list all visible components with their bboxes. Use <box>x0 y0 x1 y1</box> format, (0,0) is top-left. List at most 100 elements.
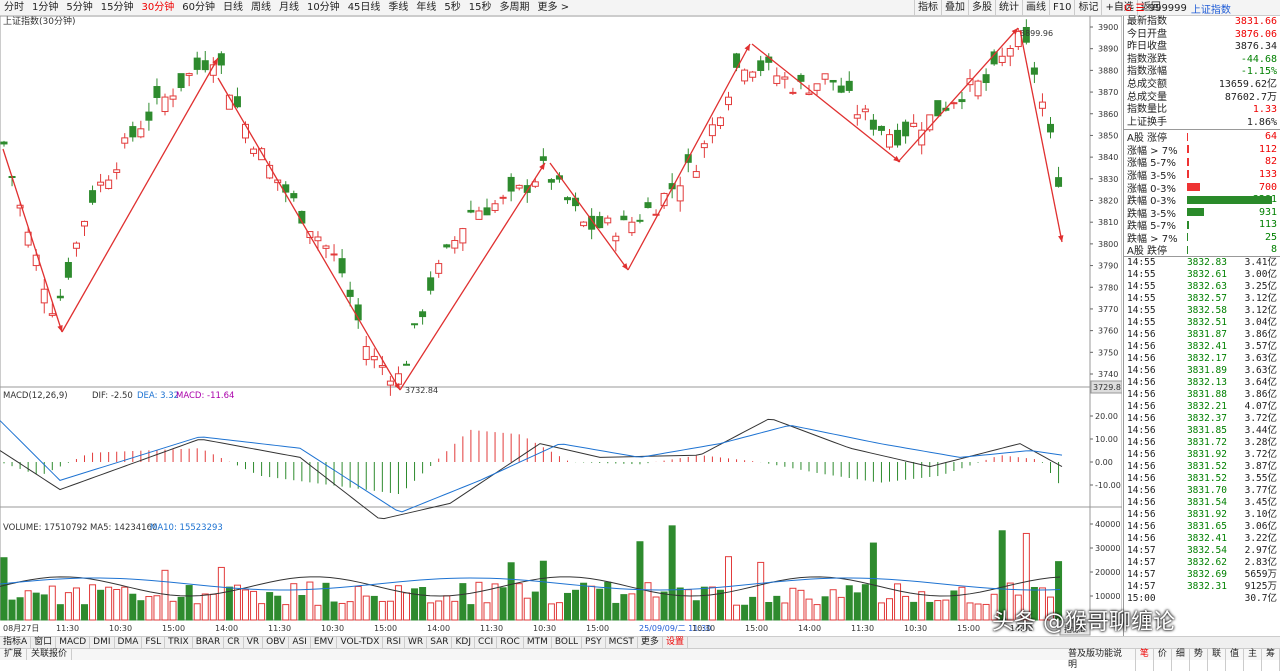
arrow-head <box>893 155 900 162</box>
indicator-tab[interactable]: 窗口 <box>31 637 57 648</box>
arrow-head <box>212 58 218 65</box>
toolbar-button[interactable]: 指标 <box>914 0 941 15</box>
period-tab[interactable]: 5秒 <box>444 1 461 13</box>
breadth-panel: A股 涨停 64 涨幅 > 7% 112 涨幅 5-7% 82 涨幅 3-5% 133 涨幅 0… <box>1124 129 1280 257</box>
indicator-tab[interactable]: MCST <box>606 637 638 648</box>
indicator-tab[interactable]: ASI <box>289 637 311 648</box>
candle-up <box>926 114 934 131</box>
indicator-tab[interactable]: FSL <box>142 637 166 648</box>
candle-down <box>982 74 990 84</box>
period-tab[interactable]: 45日线 <box>347 1 381 13</box>
indicator-tab[interactable]: BRAR <box>193 637 225 648</box>
period-tab[interactable]: 30分钟 <box>141 1 175 13</box>
volume-bar <box>427 602 435 621</box>
period-tab[interactable]: 5分钟 <box>66 1 93 13</box>
kline-chart[interactable]: 3900 3890 3880 3870 3860 3850 3840 3830 3820 3810… <box>0 15 1123 636</box>
toolbar-button[interactable]: +自选 <box>1101 0 1136 15</box>
volume-bar <box>596 588 604 621</box>
indicator-tab[interactable]: VOL-TDX <box>337 637 384 648</box>
period-tab[interactable]: 年线 <box>416 1 437 13</box>
status-right-tab[interactable]: 势 <box>1190 649 1208 671</box>
indicator-tab[interactable]: PSY <box>582 637 606 648</box>
indicator-tab[interactable]: RSI <box>383 637 406 648</box>
indicator-tab[interactable]: 更多 <box>638 637 663 648</box>
status-right-tab[interactable]: 主 <box>1244 649 1262 671</box>
indicator-tab[interactable]: SAR <box>427 637 453 648</box>
candle-up <box>749 71 757 78</box>
indicator-tab[interactable]: EMV <box>311 637 338 648</box>
period-tab[interactable]: 日线 <box>222 1 243 13</box>
indicator-tab[interactable]: 设置 <box>663 637 688 648</box>
tick-row: 14:57 3832.69 5659万 <box>1124 569 1280 581</box>
indicator-tab[interactable]: KDJ <box>452 637 475 648</box>
status-right-tab[interactable]: 联 <box>1208 649 1226 671</box>
indicator-tab[interactable]: DMI <box>90 637 115 648</box>
candle-down <box>89 190 97 203</box>
period-tab[interactable]: 多周期 <box>499 1 530 13</box>
candle-up <box>16 204 24 209</box>
candle-up <box>386 380 394 386</box>
indicator-tab[interactable]: VR <box>244 637 264 648</box>
indicator-tab[interactable]: DMA <box>115 637 143 648</box>
period-tab[interactable]: 1分钟 <box>32 1 59 13</box>
candle-down <box>620 215 628 221</box>
quote-value: 87602.7万 <box>1224 91 1277 103</box>
status-right-tab[interactable]: 笔 <box>1136 649 1154 671</box>
tick-price: 3831.70 <box>1186 485 1227 497</box>
status-right-tab[interactable]: 价 <box>1154 649 1172 671</box>
volume-bar <box>918 591 926 621</box>
indicator-tab[interactable]: OBV <box>263 637 290 648</box>
period-tab[interactable]: 10分钟 <box>306 1 340 13</box>
indicator-tab[interactable]: 指标A <box>0 637 32 648</box>
breadth-bar-fill <box>1187 170 1189 179</box>
indicator-tab[interactable]: ROC <box>497 637 524 648</box>
candle-down <box>894 129 902 146</box>
status-help-link[interactable]: 普及版功能说明 <box>1064 649 1136 671</box>
toolbar-button[interactable]: 多股 <box>968 0 995 15</box>
indicator-tab[interactable]: TRIX <box>165 637 193 648</box>
status-right-tab[interactable]: 值 <box>1226 649 1244 671</box>
y-tick-label: 3810 <box>1098 218 1118 227</box>
candle-down <box>934 100 942 117</box>
period-tab[interactable]: 60分钟 <box>182 1 215 13</box>
status-tab[interactable]: 关联报价 <box>27 649 73 660</box>
period-tab[interactable]: 15分钟 <box>100 1 134 13</box>
indicator-tab[interactable]: MTM <box>524 637 552 648</box>
toolbar-button[interactable]: 标记 <box>1074 0 1101 15</box>
period-tab[interactable]: 15秒 <box>468 1 492 13</box>
toolbar-button[interactable]: 画线 <box>1022 0 1049 15</box>
indicator-tab[interactable]: BOLL <box>552 637 583 648</box>
candle-down <box>902 121 910 137</box>
breadth-label: 跌幅 5-7% <box>1127 221 1177 233</box>
period-tab[interactable]: 周线 <box>250 1 271 13</box>
status-tab[interactable]: 扩展 <box>0 649 28 660</box>
quote-label: 总成交额 <box>1127 78 1167 90</box>
chart-area[interactable]: 3900 3890 3880 3870 3860 3850 3840 3830 3820 3810… <box>0 15 1123 636</box>
indicator-tab[interactable]: CR <box>224 637 244 648</box>
quote-menu-icon[interactable]: ☰ <box>1135 2 1145 14</box>
tick-list[interactable]: 14:55 3832.83 3.41亿 14:55 3832.61 3.00亿 14:55 3… <box>1124 256 1280 605</box>
period-tab[interactable]: 更多 > <box>537 1 570 13</box>
indicator-tab[interactable]: WR <box>405 637 428 648</box>
candle-up <box>515 184 523 189</box>
status-right-tab[interactable]: 细 <box>1172 649 1190 671</box>
volume-bar <box>177 596 185 621</box>
indicator-tab[interactable]: MACD <box>56 637 91 648</box>
quote-name[interactable]: 上证指数 <box>1190 4 1231 16</box>
toolbar-button[interactable]: F10 <box>1049 0 1074 15</box>
period-tab[interactable]: 分时 <box>4 1 24 13</box>
tick-price: 3832.62 <box>1186 557 1227 569</box>
toolbar-button[interactable]: 返回 <box>1136 0 1164 15</box>
toolbar-button[interactable]: 叠加 <box>941 0 968 15</box>
tick-row: 14:56 3831.52 3.87亿 <box>1124 461 1280 473</box>
y-tick-label: 3880 <box>1098 66 1118 75</box>
quote-row: 总成交额 13659.62亿 <box>1124 79 1280 92</box>
indicator-tab[interactable]: CCI <box>475 637 498 648</box>
status-right-tab[interactable]: 筹 <box>1262 649 1280 671</box>
candle-up <box>918 129 926 146</box>
period-tab[interactable]: 月线 <box>278 1 299 13</box>
volume-bar <box>982 603 990 621</box>
chart-title: 上证指数(30分钟) <box>3 16 75 27</box>
period-tab[interactable]: 季线 <box>388 1 409 13</box>
toolbar-button[interactable]: 统计 <box>995 0 1022 15</box>
